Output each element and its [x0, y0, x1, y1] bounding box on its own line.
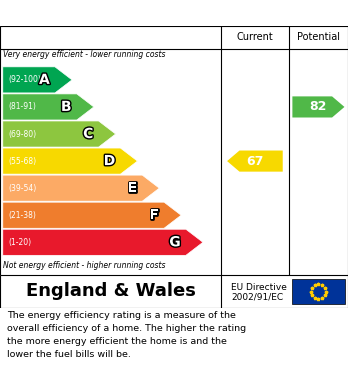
- Text: Current: Current: [237, 32, 273, 43]
- Text: G: G: [169, 235, 181, 249]
- Text: C: C: [83, 127, 93, 141]
- Polygon shape: [3, 94, 94, 120]
- Text: (39-54): (39-54): [8, 184, 36, 193]
- Text: (69-80): (69-80): [8, 129, 36, 138]
- Text: (81-91): (81-91): [8, 102, 36, 111]
- Text: 82: 82: [310, 100, 327, 113]
- Text: Not energy efficient - higher running costs: Not energy efficient - higher running co…: [3, 260, 166, 269]
- Polygon shape: [3, 121, 116, 147]
- Text: (1-20): (1-20): [8, 238, 31, 247]
- Polygon shape: [3, 148, 137, 174]
- Text: A: A: [39, 73, 50, 87]
- Text: F: F: [149, 208, 159, 222]
- Text: Potential: Potential: [297, 32, 340, 43]
- Text: (92-100): (92-100): [8, 75, 41, 84]
- Polygon shape: [227, 151, 283, 172]
- Text: 2002/91/EC: 2002/91/EC: [231, 293, 284, 302]
- Polygon shape: [3, 67, 72, 93]
- Polygon shape: [3, 175, 159, 201]
- Text: (21-38): (21-38): [8, 211, 36, 220]
- Text: D: D: [104, 154, 115, 168]
- Text: 67: 67: [246, 154, 263, 168]
- Text: Energy Efficiency Rating: Energy Efficiency Rating: [69, 5, 279, 20]
- Text: EU Directive: EU Directive: [231, 283, 287, 292]
- Text: The energy efficiency rating is a measure of the
overall efficiency of a home. T: The energy efficiency rating is a measur…: [7, 311, 246, 359]
- Text: (55-68): (55-68): [8, 156, 36, 165]
- Bar: [292, 279, 345, 304]
- Text: England & Wales: England & Wales: [25, 283, 196, 301]
- Text: B: B: [61, 100, 72, 114]
- Polygon shape: [3, 202, 181, 228]
- Text: E: E: [127, 181, 137, 195]
- Polygon shape: [3, 229, 203, 255]
- Text: Very energy efficient - lower running costs: Very energy efficient - lower running co…: [3, 50, 166, 59]
- Polygon shape: [292, 97, 345, 118]
